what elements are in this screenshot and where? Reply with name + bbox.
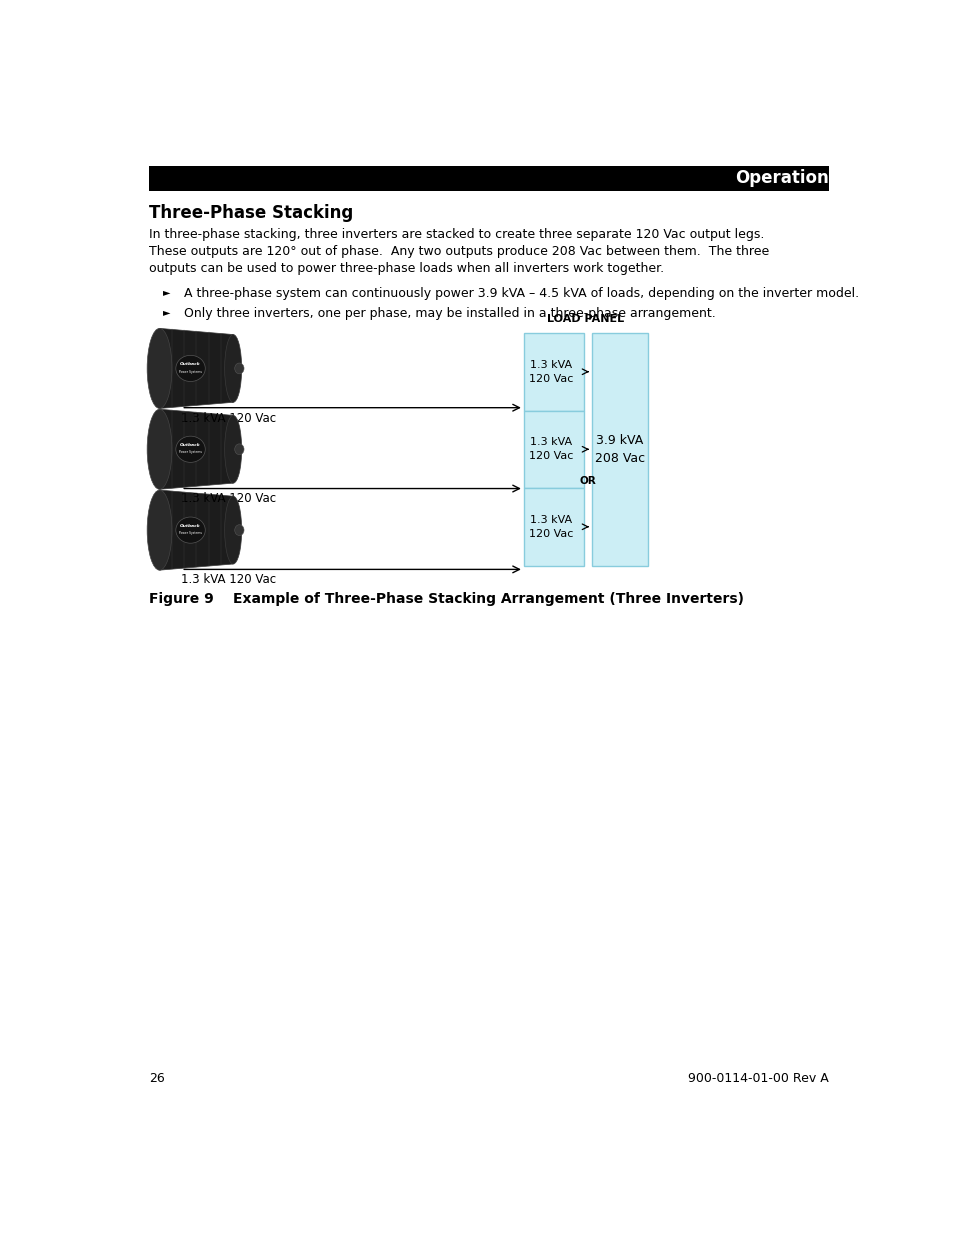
Text: A three-phase system can continuously power 3.9 kVA – 4.5 kVA of loads, dependin: A three-phase system can continuously po… [184, 287, 859, 300]
Text: 1.3 kVA 120 Vac: 1.3 kVA 120 Vac [181, 573, 276, 587]
Ellipse shape [224, 496, 241, 564]
Text: Figure 9: Figure 9 [149, 593, 213, 606]
Text: Outback: Outback [180, 362, 201, 367]
Polygon shape [159, 409, 233, 489]
Text: ►: ► [163, 306, 171, 317]
Bar [523, 333, 583, 410]
Ellipse shape [234, 443, 244, 454]
Bar [592, 333, 647, 566]
Text: 1.3 kVA
120 Vac: 1.3 kVA 120 Vac [528, 359, 573, 384]
Text: In three-phase stacking, three inverters are stacked to create three separate 12: In three-phase stacking, three inverters… [149, 228, 763, 241]
Ellipse shape [175, 356, 205, 382]
Text: outputs can be used to power three-phase loads when all inverters work together.: outputs can be used to power three-phase… [149, 262, 663, 275]
Ellipse shape [175, 436, 205, 462]
Polygon shape [159, 329, 233, 409]
Ellipse shape [224, 415, 241, 483]
Text: Only three inverters, one per phase, may be installed in a three-phase arrangeme: Only three inverters, one per phase, may… [184, 306, 716, 320]
Text: 26: 26 [149, 1072, 164, 1086]
Polygon shape [159, 490, 233, 571]
Text: Power Systems: Power Systems [179, 369, 202, 373]
Ellipse shape [147, 490, 172, 571]
Text: LOAD PANEL: LOAD PANEL [547, 314, 623, 324]
Text: Power Systems: Power Systems [179, 531, 202, 535]
Bar [149, 165, 828, 190]
Text: Outback: Outback [180, 443, 201, 447]
Text: OR: OR [579, 475, 596, 485]
Text: These outputs are 120° out of phase.  Any two outputs produce 208 Vac between th: These outputs are 120° out of phase. Any… [149, 246, 768, 258]
Ellipse shape [224, 335, 241, 403]
Ellipse shape [147, 409, 172, 489]
Text: 900-0114-01-00 Rev A: 900-0114-01-00 Rev A [688, 1072, 828, 1086]
Text: Operation: Operation [735, 169, 828, 188]
Bar [523, 410, 583, 488]
Text: Outback: Outback [180, 524, 201, 527]
Text: 1.3 kVA
120 Vac: 1.3 kVA 120 Vac [528, 515, 573, 538]
Ellipse shape [234, 525, 244, 536]
Text: 3.9 kVA
208 Vac: 3.9 kVA 208 Vac [595, 433, 644, 464]
Text: 1.3 kVA
120 Vac: 1.3 kVA 120 Vac [528, 437, 573, 461]
Bar [523, 488, 583, 566]
Text: Three-Phase Stacking: Three-Phase Stacking [149, 204, 353, 221]
Text: Example of Three-Phase Stacking Arrangement (Three Inverters): Example of Three-Phase Stacking Arrangem… [233, 593, 743, 606]
Text: Power Systems: Power Systems [179, 451, 202, 454]
Text: 1.3 kVA 120 Vac: 1.3 kVA 120 Vac [181, 493, 276, 505]
Ellipse shape [175, 517, 205, 543]
Ellipse shape [147, 329, 172, 409]
Ellipse shape [234, 363, 244, 374]
Text: 1.3 kVA 120 Vac: 1.3 kVA 120 Vac [181, 411, 276, 425]
Text: ►: ► [163, 287, 171, 296]
